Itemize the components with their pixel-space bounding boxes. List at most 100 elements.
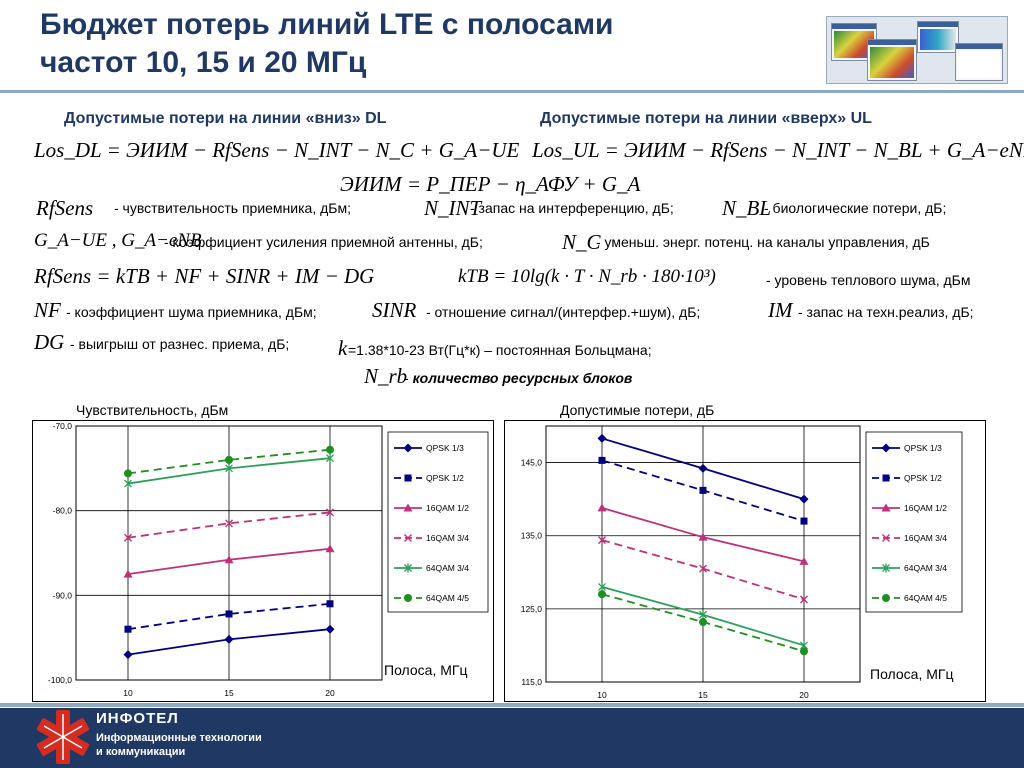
chart2-legend-marker	[882, 474, 890, 482]
footer-bar	[0, 708, 1024, 768]
chart2-legend-entry: 16QAM 1/2	[872, 503, 947, 513]
chart1-data-point	[225, 455, 233, 464]
chart1-data-point	[326, 445, 334, 454]
chart2-legend-marker	[882, 594, 890, 602]
chart1-series-1	[124, 600, 334, 633]
chart1-series-4	[124, 453, 334, 489]
footer-brand: ИНФОТЕЛ	[96, 710, 179, 727]
desc-nbl: - биологические потери, дБ;	[764, 200, 947, 216]
symbol-dg: DG	[34, 330, 65, 354]
chart2-legend-marker	[881, 503, 891, 512]
chart2-data-point	[699, 564, 707, 573]
chart2-data-point	[699, 486, 707, 494]
chart1-data-point	[123, 650, 133, 660]
chart1-legend	[387, 431, 489, 613]
chart2-legend-marker	[882, 563, 890, 573]
chart1-legend-label: 64QAM 3/4	[426, 563, 469, 573]
chart1-data-point	[224, 555, 234, 564]
symbol-rfsens: RfSens	[36, 196, 94, 220]
formula-ktb-text: kTB = 10lg(k · T · N_rb · 180·10³)	[458, 266, 716, 287]
chart2-ytick-label: 115,0	[521, 677, 542, 687]
chart2-data-point	[597, 433, 607, 443]
chart1-data-point	[225, 463, 233, 473]
formula-eirp: ЭИИМ = P_ПЕР − η_АФУ + G_A	[340, 172, 640, 197]
chart1-legend-entry: QPSK 1/2	[394, 473, 464, 483]
chart2-legend-marker	[882, 534, 890, 542]
section-heading-dl: Допустимые потери на линии «вниз» DL	[64, 110, 387, 127]
allowed-loss-chart: 145,0 135,0 125,0 115,0 10 15 20 QPSK 1/3 QPSK 1…	[504, 420, 986, 702]
chart1-legend-entry: 64QAM 4/5	[394, 593, 469, 603]
chart1-data-point	[124, 625, 132, 633]
chart1-title: Чувствительность, дБм	[76, 402, 229, 418]
desc-rfsens: - чувствительность приемника, дБм;	[114, 200, 351, 216]
title-divider	[0, 90, 1024, 93]
chart1-legend-entry: 16QAM 1/2	[394, 503, 469, 513]
chart2-xtick-label: 10	[597, 690, 607, 700]
chart1-series-line	[127, 511, 331, 539]
chart2-legend-entry: 64QAM 4/5	[872, 593, 947, 603]
desc-im: - запас на техн.реализ, дБ;	[798, 304, 974, 320]
chart1-data-point	[326, 600, 334, 608]
chart2-legend-label: 16QAM 3/4	[904, 533, 947, 543]
desc-ga: - коэффициент усиления приемной антенны,…	[164, 234, 483, 250]
chart2-legend-marker	[881, 443, 891, 453]
formula-rfsens: RfSens = kTB + NF + SINR + IM − DG	[34, 264, 374, 289]
formula-ktb: kTB = 10lg(k · T · N_rb · 180·10³)	[458, 266, 716, 288]
page-title: Бюджет потерь линий LTE с полосами часто…	[40, 6, 800, 82]
chart2-ytick-label: 125,0	[521, 604, 543, 614]
chart1-legend-entry: 16QAM 3/4	[394, 533, 469, 543]
chart2-series-3	[598, 536, 808, 604]
desc-nc: - уменьш. энерг. потенц. на каналы управ…	[596, 234, 930, 250]
desc-nint: - запас на интерференцию, дБ;	[470, 200, 674, 216]
chart2-data-point	[597, 503, 607, 512]
chart2-xtick-label: 20	[799, 690, 809, 700]
chart2-data-point	[799, 556, 809, 565]
chart1-data-point	[325, 544, 335, 553]
thumb-window-4	[955, 43, 1003, 81]
chart1-ytick-label: -70,0	[53, 421, 73, 431]
infotel-logo-icon	[36, 710, 90, 764]
symbol-sinr: SINR	[372, 298, 417, 322]
thumb-window-2	[867, 39, 917, 81]
title-line-2: частот 10, 15 и 20 МГц	[40, 46, 367, 79]
sensitivity-chart: -70,0 -80,0 -90,0 -100,0 10 15 20 QPSK 1/3 QPSK …	[32, 420, 494, 702]
chart2-ytick-label: 145,0	[521, 458, 543, 468]
chart2-legend-label: 64QAM 3/4	[904, 563, 947, 573]
chart2-legend-entry: QPSK 1/2	[872, 473, 942, 483]
chart1-data-point	[124, 533, 132, 542]
title-line-1: Бюджет потерь линий LTE с полосами	[40, 8, 614, 41]
software-thumbnail-image	[826, 16, 1008, 84]
symbol-nf: NF	[34, 298, 61, 322]
desc-k: =1.38*10-23 Вт(Гц*к) – постоянная Больцм…	[348, 342, 652, 358]
chart1-series-5	[124, 445, 334, 478]
footer-slogan-line-2: и коммуникации	[96, 746, 186, 758]
chart1-legend-label: QPSK 1/3	[426, 443, 464, 453]
chart2-legend	[865, 431, 963, 613]
chart2-data-point	[699, 618, 707, 627]
chart1-legend-label: 64QAM 4/5	[426, 593, 469, 603]
chart1-legend-entry: 64QAM 3/4	[394, 563, 469, 573]
chart1-data-point	[225, 519, 233, 528]
chart1-data-point	[124, 469, 132, 478]
chart1-data-point	[124, 479, 132, 489]
chart2-series-2	[597, 503, 809, 565]
symbol-nbl: N_BL	[722, 196, 772, 220]
chart1-data-point	[224, 634, 234, 644]
chart2-legend-label: QPSK 1/3	[904, 443, 942, 453]
chart1-legend-marker	[403, 503, 413, 512]
chart1-data-point	[326, 508, 334, 517]
chart2-legend-entry: 64QAM 3/4	[872, 563, 947, 573]
chart1-data-point	[325, 624, 335, 634]
desc-nrb: - количество ресурсных блоков	[404, 370, 633, 386]
thumb-window-3	[917, 21, 959, 53]
chart1-legend-marker	[404, 563, 412, 573]
chart1-legend-marker	[404, 474, 412, 482]
symbol-im: IM	[768, 298, 793, 322]
desc-ktb: - уровень теплового шума, дБм	[766, 272, 971, 288]
chart2-series-1	[598, 456, 808, 525]
chart1-ytick-label: -90,0	[53, 590, 73, 600]
chart2-legend-entry: 16QAM 3/4	[872, 533, 947, 543]
desc-sinr: - отношение сигнал/(интерфер.+шум), дБ;	[426, 304, 701, 320]
chart2-data-point	[800, 595, 808, 604]
chart2-data-point	[799, 494, 809, 504]
